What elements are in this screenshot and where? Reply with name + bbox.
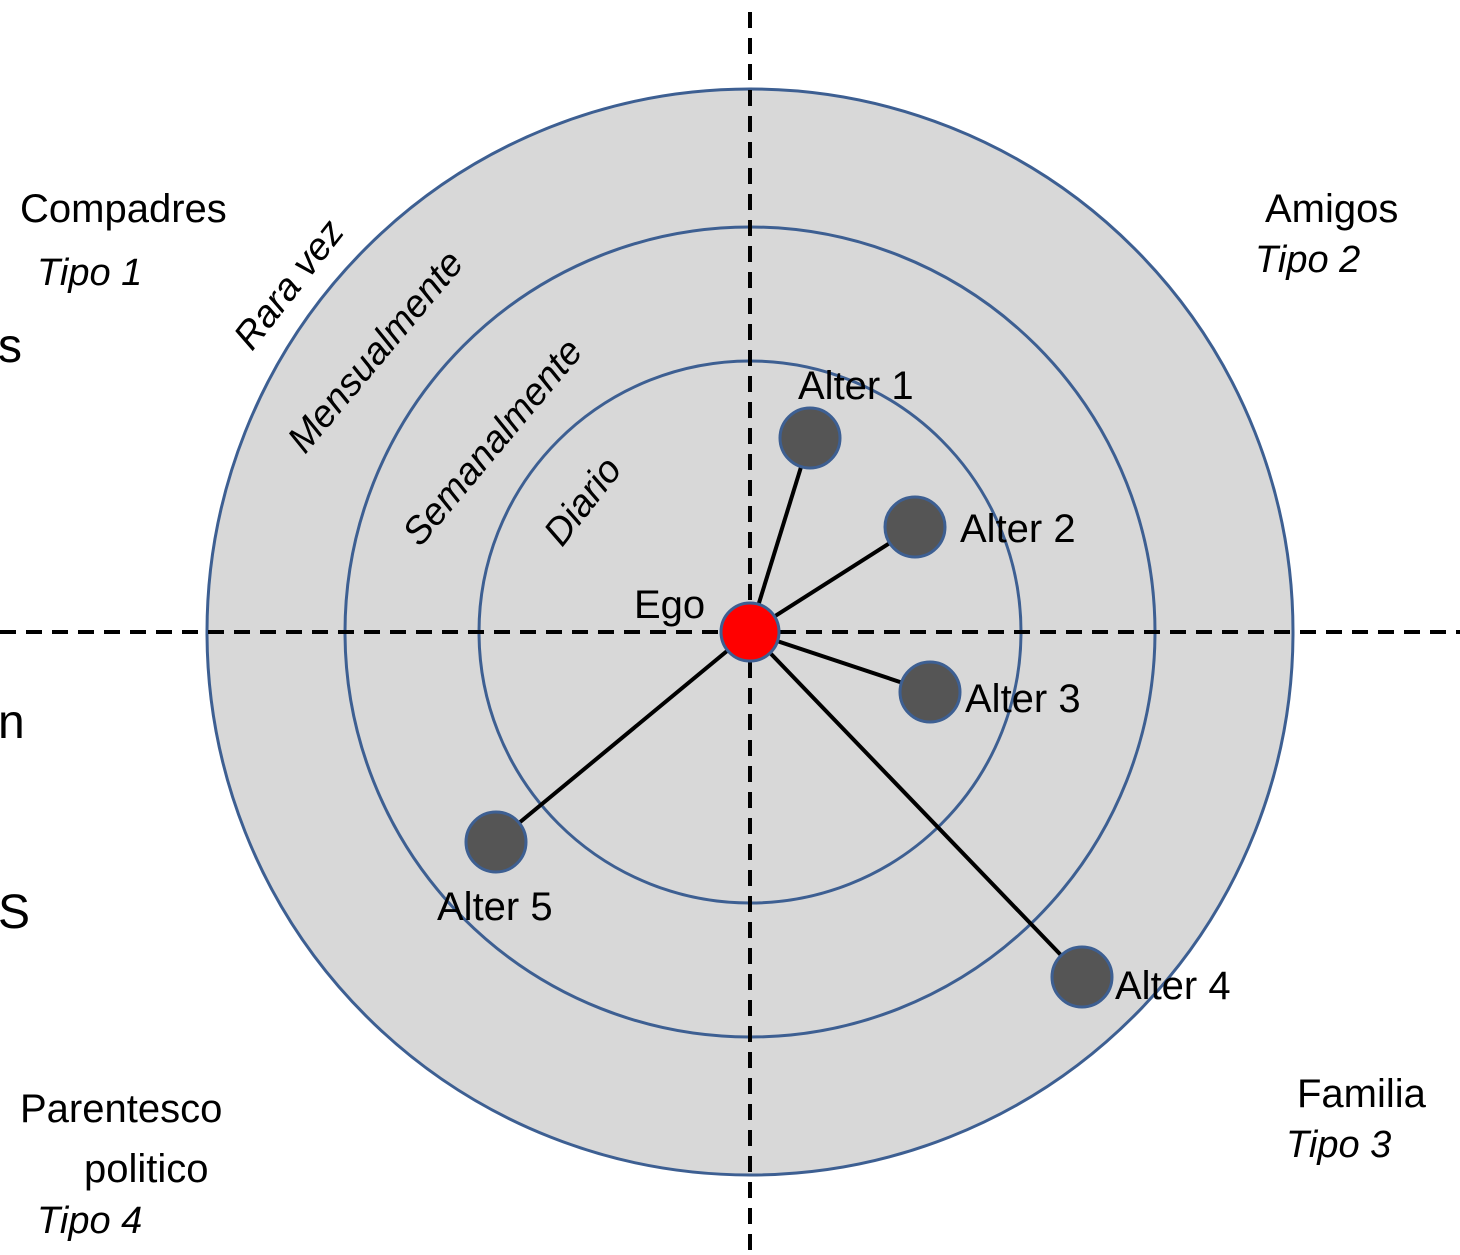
quadrant-bottom-right-type: Tipo 3 <box>1286 1124 1391 1166</box>
edge-fragment-n: n <box>0 696 25 749</box>
quadrant-top-right-type: Tipo 2 <box>1255 239 1360 281</box>
link-alter-2 <box>748 525 917 634</box>
link-alter-1 <box>748 437 812 633</box>
alter-1-node <box>778 406 842 470</box>
alter-3-label: Alter 3 <box>965 677 1081 721</box>
quadrant-bottom-right-name: Familia <box>1297 1072 1427 1116</box>
alter-5-label: Alter 5 <box>437 885 553 929</box>
alter-5-node <box>464 810 528 874</box>
quadrant-bottom-left-name-line2: politico <box>84 1147 209 1191</box>
alter-4-label: Alter 4 <box>1115 964 1231 1008</box>
edge-fragment-S: S <box>0 886 30 939</box>
link-alter-4 <box>748 630 1084 979</box>
quadrant-top-right-name: Amigos <box>1265 187 1398 231</box>
link-alter-3 <box>749 630 931 694</box>
alter-2-node <box>883 495 947 559</box>
link-alter-5 <box>494 630 752 844</box>
ego-node <box>719 601 781 663</box>
alter-1-label: Alter 1 <box>798 364 914 408</box>
quadrant-top-left-name: Compadres <box>20 187 227 231</box>
quadrant-bottom-left-name-line1: Parentesco <box>20 1087 222 1131</box>
alter-3-node <box>898 660 962 724</box>
alter-2-label: Alter 2 <box>960 507 1076 551</box>
edge-fragment-s: s <box>0 320 22 373</box>
quadrant-bottom-left-type: Tipo 4 <box>37 1200 142 1242</box>
alter-4-node <box>1050 945 1114 1009</box>
ego-label: Ego <box>634 583 705 627</box>
quadrant-top-left-type: Tipo 1 <box>37 252 142 294</box>
